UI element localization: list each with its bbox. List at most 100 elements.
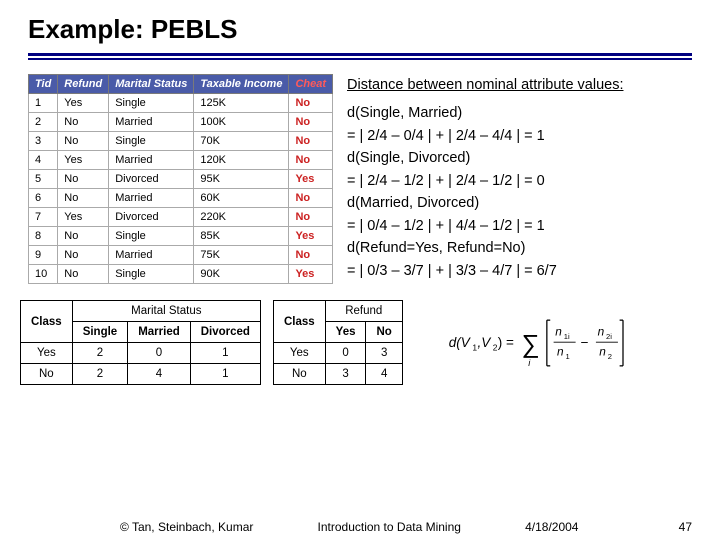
table-row: No 2 4 1 xyxy=(21,364,261,385)
cell: Single xyxy=(109,132,194,151)
class-label: Class xyxy=(273,301,325,343)
cell: 6 xyxy=(29,189,58,208)
table-row: 9NoMarried75KNo xyxy=(29,246,333,265)
row-label: Yes xyxy=(273,343,325,364)
data-table-header-row: Tid Refund Marital Status Taxable Income… xyxy=(29,75,333,94)
cell: 4 xyxy=(128,364,191,385)
svg-text:1: 1 xyxy=(566,352,570,361)
cell: Married xyxy=(109,246,194,265)
data-table: Tid Refund Marital Status Taxable Income… xyxy=(28,74,333,284)
cell: No xyxy=(289,208,333,227)
table-row: 4YesMarried120KNo xyxy=(29,151,333,170)
formula-lhs: d(V xyxy=(449,335,472,350)
cell: No xyxy=(289,132,333,151)
cell: Yes xyxy=(58,94,109,113)
cell: 220K xyxy=(194,208,289,227)
col: Yes xyxy=(325,322,366,343)
cell: 10 xyxy=(29,265,58,284)
col-refund: Refund xyxy=(58,75,109,94)
cell: Yes xyxy=(289,227,333,246)
cell: 3 xyxy=(366,343,402,364)
svg-text:,V: ,V xyxy=(478,335,493,350)
cell: 1 xyxy=(190,343,260,364)
row-label: No xyxy=(273,364,325,385)
cell: Divorced xyxy=(109,170,194,189)
calc-line: = | 2/4 – 1/2 | + | 2/4 – 1/2 | = 0 xyxy=(347,170,692,192)
cell: No xyxy=(289,189,333,208)
table-row: 8NoSingle85KYes xyxy=(29,227,333,246)
calc-line: d(Married, Divorced) xyxy=(347,192,692,214)
cell: 2 xyxy=(72,364,128,385)
table-row: 10NoSingle90KYes xyxy=(29,265,333,284)
cell: No xyxy=(58,265,109,284)
col: Divorced xyxy=(190,322,260,343)
bottom-area: Class Marital Status Single Married Divo… xyxy=(0,294,720,385)
calc-line: d(Refund=Yes, Refund=No) xyxy=(347,237,692,259)
cell: 120K xyxy=(194,151,289,170)
cell: 7 xyxy=(29,208,58,227)
svg-text:n: n xyxy=(556,324,563,338)
cell: 1 xyxy=(190,364,260,385)
table-row: 1YesSingle125KNo xyxy=(29,94,333,113)
footer-date: 4/18/2004 xyxy=(525,520,578,534)
page-title: Example: PEBLS xyxy=(0,0,720,53)
cell: 0 xyxy=(325,343,366,364)
cell: No xyxy=(58,113,109,132)
cell: Yes xyxy=(289,265,333,284)
cell: Yes xyxy=(58,151,109,170)
cell: No xyxy=(58,227,109,246)
svg-text:∑: ∑ xyxy=(522,330,540,358)
cell: Yes xyxy=(58,208,109,227)
cell: 9 xyxy=(29,246,58,265)
table-row: 7YesDivorced220KNo xyxy=(29,208,333,227)
table-row: No 3 4 xyxy=(273,364,402,385)
cell: 125K xyxy=(194,94,289,113)
table-row: Yes 0 3 xyxy=(273,343,402,364)
svg-text:n: n xyxy=(598,324,605,338)
table-row: 5NoDivorced95KYes xyxy=(29,170,333,189)
cell: 0 xyxy=(128,343,191,364)
cell: No xyxy=(58,170,109,189)
cell: No xyxy=(58,132,109,151)
svg-text:n: n xyxy=(600,344,607,358)
col: Married xyxy=(128,322,191,343)
cell: 4 xyxy=(366,364,402,385)
class-label: Class xyxy=(21,301,73,343)
row-label: No xyxy=(21,364,73,385)
cell: No xyxy=(289,94,333,113)
svg-text:n: n xyxy=(557,344,564,358)
calc-line: d(Single, Married) xyxy=(347,102,692,124)
calc-line: = | 0/4 – 1/2 | + | 4/4 – 1/2 | = 1 xyxy=(347,215,692,237)
svg-text:2i: 2i xyxy=(606,331,612,340)
cell: No xyxy=(58,246,109,265)
cell: 70K xyxy=(194,132,289,151)
group-label: Refund xyxy=(325,301,402,322)
cell: Married xyxy=(109,113,194,132)
title-rule xyxy=(0,53,720,60)
top-area: Tid Refund Marital Status Taxable Income… xyxy=(0,60,720,294)
cell: 100K xyxy=(194,113,289,132)
svg-text:) =: ) = xyxy=(498,335,514,350)
table-row: 3NoSingle70KNo xyxy=(29,132,333,151)
cell: 2 xyxy=(29,113,58,132)
cell: 75K xyxy=(194,246,289,265)
cell: Yes xyxy=(289,170,333,189)
cell: 85K xyxy=(194,227,289,246)
svg-text:−: − xyxy=(581,335,589,350)
cell: 95K xyxy=(194,170,289,189)
cell: No xyxy=(289,113,333,132)
svg-text:2: 2 xyxy=(608,352,612,361)
cell: No xyxy=(58,189,109,208)
distance-formula: d(V 1 ,V 2 ) = ∑ i n 1i n 1 − n 2i n 2 xyxy=(415,312,700,374)
svg-text:i: i xyxy=(529,357,532,367)
calc-line: = | 0/3 – 3/7 | + | 3/3 – 4/7 | = 6/7 xyxy=(347,260,692,282)
cell: Married xyxy=(109,151,194,170)
cell: 90K xyxy=(194,265,289,284)
table-row: 6NoMarried60KNo xyxy=(29,189,333,208)
col: No xyxy=(366,322,402,343)
cell: No xyxy=(289,151,333,170)
footer-title: Introduction to Data Mining xyxy=(318,520,461,534)
table-row: Yes 2 0 1 xyxy=(21,343,261,364)
cell: 3 xyxy=(29,132,58,151)
footer-copyright: © Tan, Steinbach, Kumar xyxy=(120,520,253,534)
